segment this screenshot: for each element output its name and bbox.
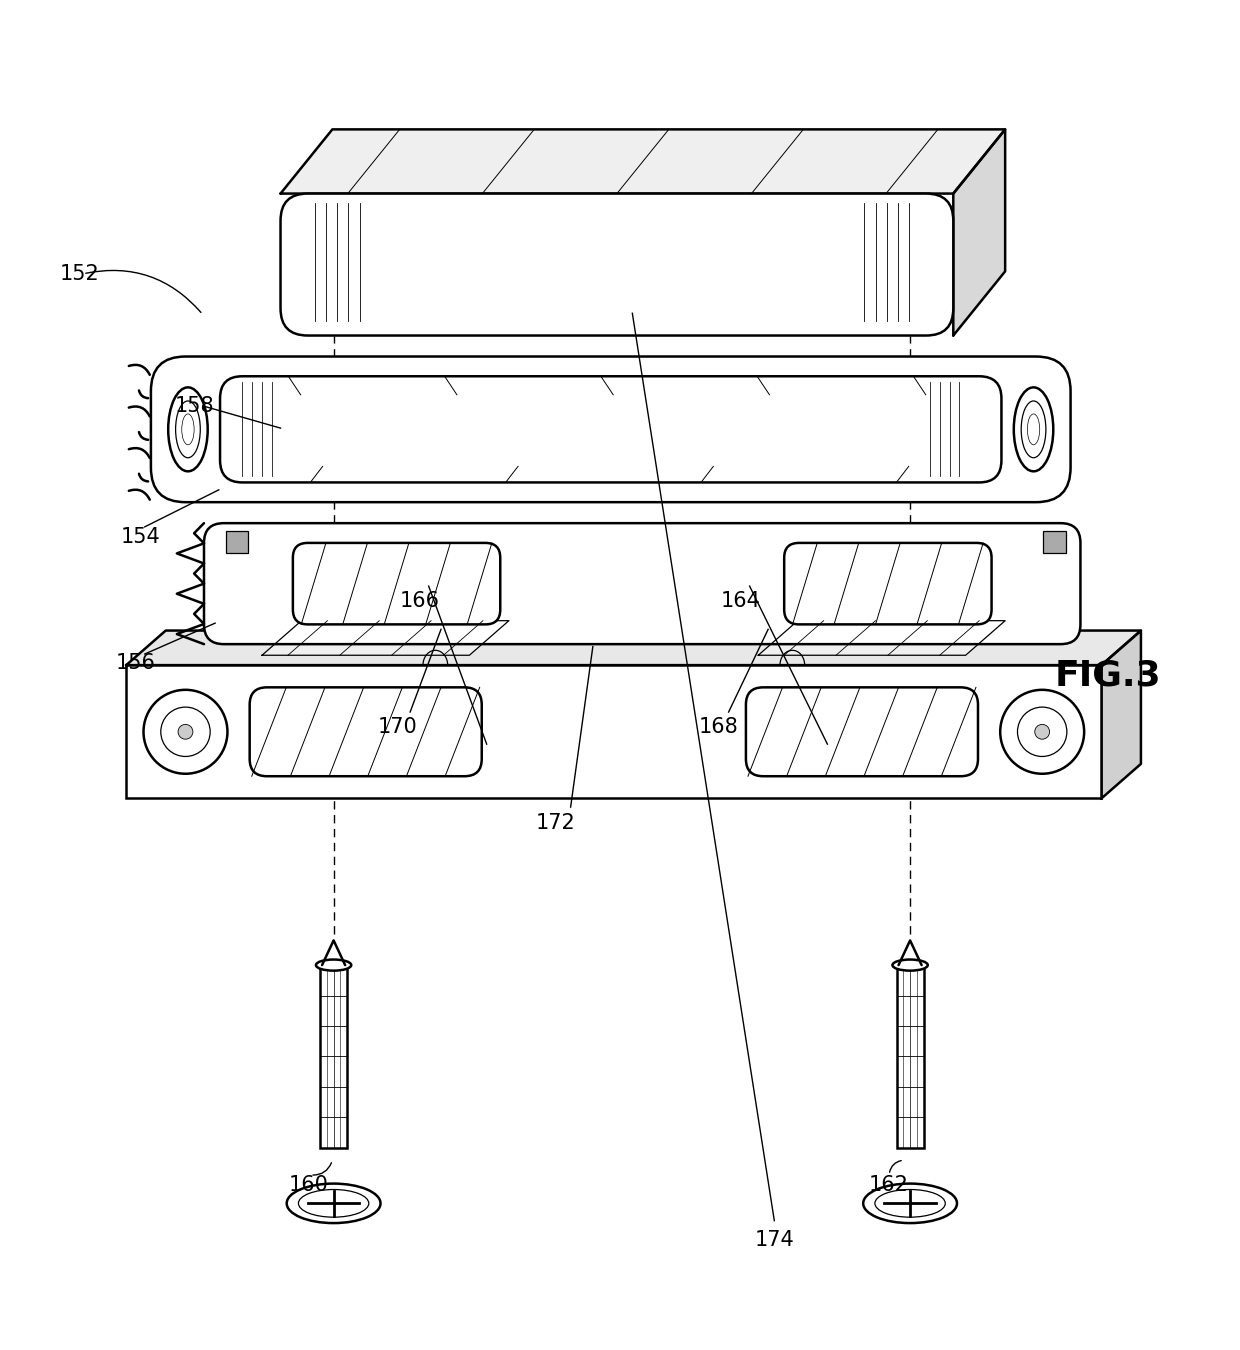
Circle shape — [161, 707, 210, 756]
Text: 164: 164 — [720, 591, 761, 612]
Text: 170: 170 — [378, 717, 418, 737]
Bar — [1043, 531, 1065, 552]
Circle shape — [1034, 725, 1049, 740]
Text: 156: 156 — [117, 652, 156, 672]
Text: FIG.3: FIG.3 — [1054, 657, 1161, 693]
Polygon shape — [262, 621, 508, 655]
Ellipse shape — [1028, 414, 1039, 444]
FancyBboxPatch shape — [249, 687, 482, 776]
Ellipse shape — [169, 387, 207, 471]
Ellipse shape — [316, 960, 351, 971]
Polygon shape — [954, 130, 1006, 336]
Circle shape — [1001, 690, 1084, 774]
Polygon shape — [899, 941, 921, 965]
FancyBboxPatch shape — [784, 543, 992, 625]
FancyBboxPatch shape — [219, 377, 1002, 482]
Ellipse shape — [863, 1184, 957, 1223]
Circle shape — [144, 690, 227, 774]
Ellipse shape — [286, 1184, 381, 1223]
FancyBboxPatch shape — [280, 193, 954, 336]
Ellipse shape — [182, 414, 195, 444]
FancyBboxPatch shape — [293, 543, 500, 625]
FancyBboxPatch shape — [746, 687, 978, 776]
Ellipse shape — [176, 401, 201, 458]
Text: 166: 166 — [401, 591, 440, 612]
Bar — [320, 965, 347, 1148]
Polygon shape — [322, 941, 345, 965]
Text: 158: 158 — [175, 396, 215, 416]
Text: 162: 162 — [869, 1174, 909, 1195]
Circle shape — [179, 725, 193, 740]
Text: 154: 154 — [122, 526, 161, 547]
Bar — [126, 666, 1101, 798]
Text: 172: 172 — [536, 813, 575, 833]
Ellipse shape — [893, 960, 928, 971]
Ellipse shape — [1022, 401, 1045, 458]
Polygon shape — [1101, 630, 1141, 798]
Text: 160: 160 — [289, 1174, 329, 1195]
Polygon shape — [126, 630, 1141, 666]
Circle shape — [1018, 707, 1066, 756]
Text: 168: 168 — [699, 717, 739, 737]
Bar — [226, 531, 248, 552]
Polygon shape — [280, 130, 1006, 193]
Ellipse shape — [1014, 387, 1053, 471]
Bar — [897, 965, 924, 1148]
Text: 174: 174 — [754, 1230, 794, 1250]
Polygon shape — [758, 621, 1006, 655]
Text: 152: 152 — [60, 263, 99, 284]
FancyBboxPatch shape — [205, 524, 1080, 644]
FancyBboxPatch shape — [151, 356, 1070, 502]
